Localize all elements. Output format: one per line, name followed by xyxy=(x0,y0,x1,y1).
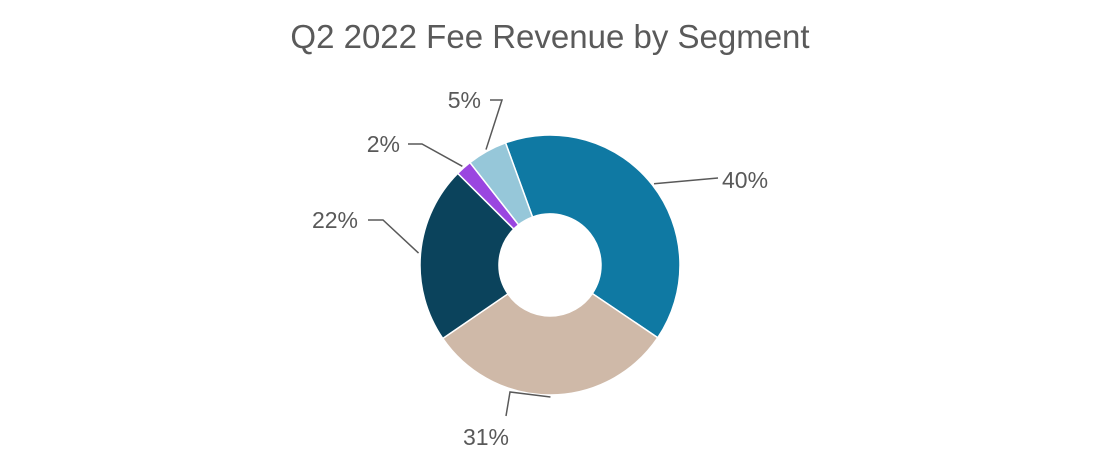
slices-layer xyxy=(419,134,681,396)
chart-title: Q2 2022 Fee Revenue by Segment xyxy=(290,18,810,55)
data-label-5: 5% xyxy=(448,87,481,113)
leader-line-2 xyxy=(505,391,551,417)
data-label-1: 40% xyxy=(722,167,768,193)
donut-slice-1 xyxy=(504,134,681,339)
data-labels-layer: 40% 31% 22% 2% 5% xyxy=(312,87,768,450)
data-label-2: 31% xyxy=(463,424,509,450)
leader-line-4 xyxy=(408,143,463,167)
leader-line-1 xyxy=(653,177,719,185)
donut-slice-2 xyxy=(441,292,659,396)
data-label-3: 22% xyxy=(312,207,358,233)
data-label-4: 2% xyxy=(367,131,400,157)
leader-line-5 xyxy=(485,99,504,150)
leader-line-3 xyxy=(368,219,420,254)
leader-lines-layer xyxy=(368,99,719,417)
donut-slice-5 xyxy=(468,141,534,226)
donut-slice-3 xyxy=(419,172,515,340)
